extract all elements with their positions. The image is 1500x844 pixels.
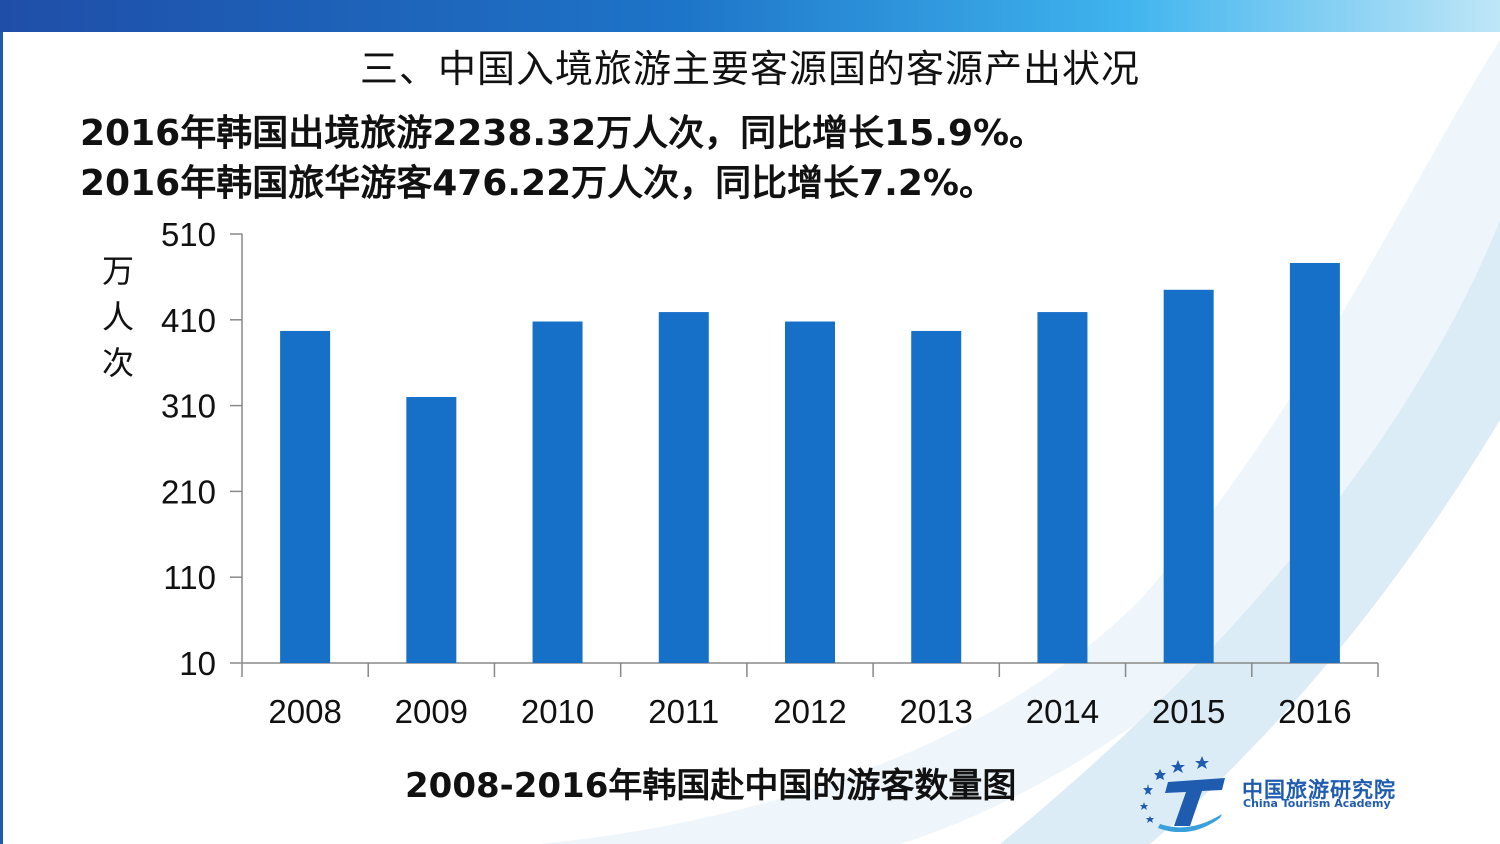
y-tick-label: 310 (161, 388, 216, 425)
y-tick-label: 210 (161, 473, 216, 510)
y-tick-label: 510 (161, 216, 216, 253)
x-tick-label: 2014 (1026, 693, 1099, 730)
top-banner (0, 0, 1500, 32)
bar-2016 (1289, 262, 1340, 663)
y-tick-label: 410 (161, 302, 216, 339)
y-tick-label: 110 (163, 559, 216, 596)
x-tick-label: 2012 (773, 693, 846, 730)
logo-name-en: China Tourism Academy (1243, 797, 1391, 810)
chart-caption: 2008-2016年韩国赴中国的游客数量图 (405, 766, 1017, 806)
left-border (0, 32, 3, 844)
x-tick-label: 2009 (395, 693, 468, 730)
logo-name-cn: 中国旅游研究院 (1242, 778, 1396, 802)
y-axis-label: 万人次 (101, 252, 134, 382)
y-tick-label: 10 (179, 645, 216, 682)
x-tick-label: 2015 (1152, 693, 1225, 730)
cta-logo: 中国旅游研究院 China Tourism Academy (1130, 752, 1450, 833)
x-tick-label: 2016 (1278, 693, 1351, 730)
x-tick-label: 2008 (268, 693, 341, 730)
bar-2012 (785, 321, 835, 663)
bar-2015 (1163, 289, 1214, 663)
star-t-icon (1140, 756, 1225, 833)
x-tick-label: 2013 (900, 693, 973, 730)
bar-2013 (911, 330, 962, 663)
summary-line-2: 2016年韩国旅华游客476.22万人次，同比增长7.2%。 (80, 163, 995, 204)
summary-line-1: 2016年韩国出境旅游2238.32万人次，同比增长15.9%。 (80, 113, 1046, 154)
bar-2010 (532, 321, 583, 663)
bar-2009 (406, 397, 457, 663)
page-title: 三、中国入境旅游主要客源国的客源产出状况 (359, 47, 1140, 91)
x-tick-label: 2011 (648, 693, 719, 730)
bar-2014 (1037, 312, 1088, 663)
bar-2011 (658, 312, 709, 663)
bar-2008 (280, 330, 331, 663)
x-tick-label: 2010 (521, 693, 594, 730)
